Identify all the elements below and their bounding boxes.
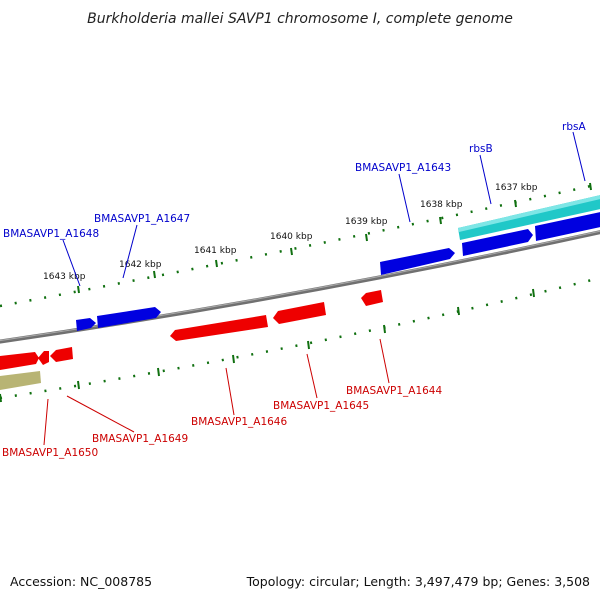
gene-reverse-a1649[interactable] xyxy=(50,347,73,362)
chromosome-backbone-highlight xyxy=(0,230,600,342)
major-tick xyxy=(532,288,535,298)
major-tick xyxy=(589,182,592,191)
gene-label-a1645: BMASAVP1_A1645 xyxy=(273,400,369,412)
major-tick xyxy=(0,393,2,403)
accession-text: Accession: NC_008785 xyxy=(10,574,152,589)
tick-label-1643: 1643 kbp xyxy=(43,272,86,282)
inner-major-ticks xyxy=(0,288,535,403)
leader-line xyxy=(398,173,411,223)
gene-forward-a1643[interactable] xyxy=(380,248,455,275)
gene-reverse-a1646[interactable] xyxy=(170,315,268,341)
leader-line xyxy=(306,353,318,399)
major-tick xyxy=(77,285,80,294)
gene-label-rbsb: rbsB xyxy=(469,143,493,155)
leader-line xyxy=(62,239,81,287)
major-tick xyxy=(232,354,235,364)
tick-label-1639: 1639 kbp xyxy=(345,217,388,227)
outer-tick-ring xyxy=(0,182,600,308)
gene-forward-rbsb[interactable] xyxy=(462,229,533,256)
tick-label-1641: 1641 kbp xyxy=(194,246,237,256)
inner-tick-ring xyxy=(0,276,600,400)
leader-line xyxy=(572,131,586,182)
tick-label-1642: 1642 kbp xyxy=(119,260,162,270)
gene-label-a1648: BMASAVP1_A1648 xyxy=(3,228,99,240)
gene-forward-rbsa[interactable] xyxy=(535,211,600,241)
gene-forward-a1647[interactable] xyxy=(97,307,161,328)
gene-label-a1644: BMASAVP1_A1644 xyxy=(346,385,442,397)
major-tick xyxy=(457,306,460,316)
leader-line xyxy=(43,398,49,446)
reverse-genes xyxy=(0,290,383,390)
gene-label-a1649: BMASAVP1_A1649 xyxy=(92,433,188,445)
gene-label-a1647: BMASAVP1_A1647 xyxy=(94,213,190,225)
tick-label-1638: 1638 kbp xyxy=(420,200,463,210)
gene-reverse-a1645[interactable] xyxy=(273,302,326,324)
tick-label-1637: 1637 kbp xyxy=(495,183,538,193)
leader-line xyxy=(66,395,135,433)
gene-label-a1650: BMASAVP1_A1650 xyxy=(2,447,98,459)
major-tick xyxy=(307,340,310,350)
major-tick xyxy=(365,233,368,242)
forward-leader-lines xyxy=(62,131,586,287)
leader-line xyxy=(479,154,492,205)
major-tick xyxy=(77,380,80,390)
gene-label-rbsa: rbsA xyxy=(562,121,586,133)
gene-reverse-a1650a[interactable] xyxy=(0,352,39,370)
gene-label-a1643: BMASAVP1_A1643 xyxy=(355,162,451,174)
leader-line xyxy=(379,338,390,384)
major-tick xyxy=(157,367,160,377)
map-title: Burkholderia mallei SAVP1 chromosome I, … xyxy=(87,11,513,27)
gene-reverse-a1644[interactable] xyxy=(361,290,383,306)
gene-reverse-a1650b[interactable] xyxy=(38,351,49,365)
major-tick xyxy=(514,199,517,208)
major-tick xyxy=(215,259,218,268)
leader-line xyxy=(225,367,235,416)
gene-rrna-shade xyxy=(458,195,600,232)
major-tick xyxy=(439,216,442,225)
leader-line xyxy=(122,224,138,279)
major-tick xyxy=(383,324,386,334)
major-tick xyxy=(153,270,156,279)
tick-label-1640: 1640 kbp xyxy=(270,232,313,242)
reverse-leader-lines xyxy=(43,338,390,446)
major-tick xyxy=(290,247,293,256)
topology-text: Topology: circular; Length: 3,497,479 bp… xyxy=(246,574,590,589)
outer-major-ticks xyxy=(77,182,592,294)
gene-forward-a1648[interactable] xyxy=(76,318,96,331)
chromosome-backbone xyxy=(0,230,600,344)
forward-genes xyxy=(76,195,600,331)
gene-other-feature[interactable] xyxy=(0,371,41,390)
gene-label-a1646: BMASAVP1_A1646 xyxy=(191,416,287,428)
